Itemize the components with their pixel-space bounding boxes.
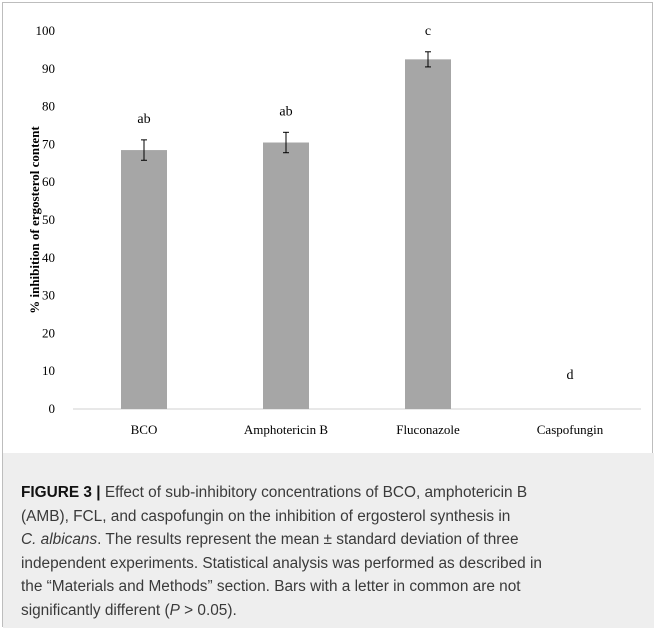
significance-letter: ab <box>279 104 292 119</box>
significance-letter: ab <box>137 112 150 127</box>
y-tick-label: 50 <box>42 212 55 227</box>
y-tick-label: 0 <box>49 401 56 416</box>
significance-letter: d <box>567 368 574 383</box>
bar-bco <box>121 150 167 409</box>
caption-line-5: the “Materials and Methods” section. Bar… <box>21 578 521 595</box>
bar-amphotericin-b <box>263 142 309 409</box>
y-tick-label: 30 <box>42 288 55 303</box>
bar-fluconazole <box>405 59 451 409</box>
x-tick-label: Fluconazole <box>396 422 460 437</box>
caption-line-3: C. albicans. The results represent the m… <box>21 531 519 548</box>
x-tick-label: BCO <box>131 422 158 437</box>
caption-box: FIGURE 3 | Effect of sub-inhibitory conc… <box>3 453 654 628</box>
y-tick-label: 90 <box>42 61 55 76</box>
y-tick-label: 60 <box>42 174 55 189</box>
y-tick-label: 10 <box>42 363 55 378</box>
significance-letter: c <box>425 24 431 39</box>
caption-line-1: Effect of sub-inhibitory concentrations … <box>100 484 528 501</box>
caption-line-4: independent experiments. Statistical ana… <box>21 554 542 572</box>
y-tick-label: 80 <box>42 99 55 114</box>
chart-area: 0 10 20 30 40 50 60 70 80 90 100 % inhibition of er… <box>3 3 654 453</box>
y-axis-label: % inhibition of ergosterol content <box>27 126 42 314</box>
figure-caption: FIGURE 3 | Effect of sub-inhibitory conc… <box>21 481 636 622</box>
y-tick-label: 100 <box>36 23 56 38</box>
y-tick-label: 20 <box>42 325 55 340</box>
x-tick-label: Caspofungin <box>537 422 604 437</box>
y-tick-label: 40 <box>42 250 55 265</box>
y-tick-label: 70 <box>42 136 55 151</box>
x-tick-label: Amphotericin B <box>244 422 328 437</box>
caption-line-2: (AMB), FCL, and caspofungin on the inhib… <box>21 507 511 525</box>
caption-line-6: significantly different (P > 0.05). <box>21 601 237 619</box>
figure-label: FIGURE 3 | <box>21 484 101 501</box>
bar-chart: 0 10 20 30 40 50 60 70 80 90 100 % inhibition of er… <box>27 23 641 437</box>
